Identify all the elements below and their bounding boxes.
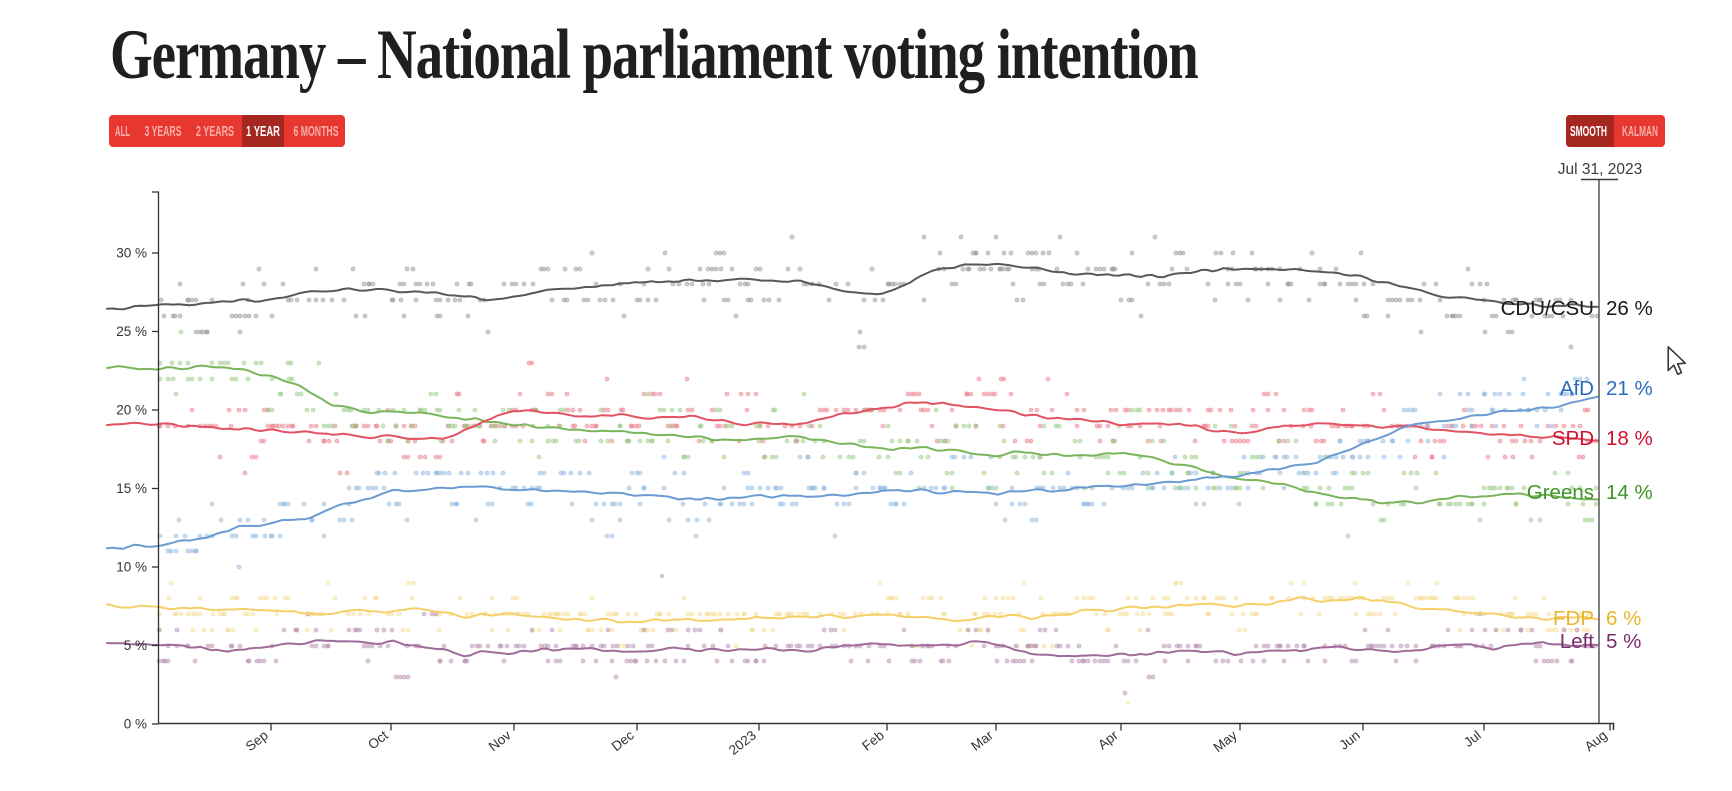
svg-text:Dec: Dec [609, 727, 637, 754]
svg-text:2 YEARS: 2 YEARS [196, 124, 234, 140]
svg-text:Left: Left [1560, 630, 1594, 653]
svg-text:6 %: 6 % [1606, 607, 1641, 630]
svg-text:26 %: 26 % [1606, 297, 1653, 320]
svg-text:FDP: FDP [1553, 607, 1594, 630]
svg-text:1 YEAR: 1 YEAR [246, 124, 280, 140]
svg-text:25 %: 25 % [116, 324, 147, 339]
svg-text:Aug: Aug [1582, 728, 1610, 755]
svg-text:10 %: 10 % [116, 560, 147, 575]
svg-text:21 %: 21 % [1606, 377, 1653, 400]
svg-text:Jun: Jun [1336, 728, 1362, 753]
svg-text:Greens: Greens [1527, 481, 1594, 504]
svg-text:SPD: SPD [1552, 427, 1594, 450]
svg-text:Sep: Sep [243, 728, 271, 755]
svg-text:6 MONTHS: 6 MONTHS [294, 124, 339, 140]
svg-text:Nov: Nov [486, 727, 514, 754]
svg-text:Oct: Oct [365, 727, 391, 752]
svg-text:15 %: 15 % [116, 481, 147, 496]
svg-text:Mar: Mar [968, 727, 996, 753]
svg-text:Feb: Feb [859, 728, 887, 754]
svg-text:SMOOTH: SMOOTH [1570, 124, 1607, 140]
svg-text:May: May [1211, 727, 1241, 755]
svg-text:3 YEARS: 3 YEARS [145, 124, 182, 140]
svg-text:20 %: 20 % [116, 403, 147, 418]
svg-text:5 %: 5 % [124, 638, 147, 653]
svg-text:14 %: 14 % [1606, 481, 1653, 504]
svg-text:Apr: Apr [1095, 727, 1121, 752]
svg-text:AfD: AfD [1560, 377, 1594, 400]
svg-text:Jul 31, 2023: Jul 31, 2023 [1558, 161, 1642, 178]
svg-text:KALMAN: KALMAN [1622, 124, 1658, 140]
svg-text:ALL: ALL [115, 124, 130, 140]
svg-text:30 %: 30 % [116, 246, 147, 261]
svg-text:2023: 2023 [726, 728, 759, 758]
svg-text:0 %: 0 % [124, 717, 147, 732]
svg-text:CDU/CSU: CDU/CSU [1501, 297, 1594, 320]
svg-text:Jul: Jul [1461, 728, 1484, 750]
svg-text:18 %: 18 % [1606, 427, 1653, 450]
svg-text:5 %: 5 % [1606, 630, 1641, 653]
